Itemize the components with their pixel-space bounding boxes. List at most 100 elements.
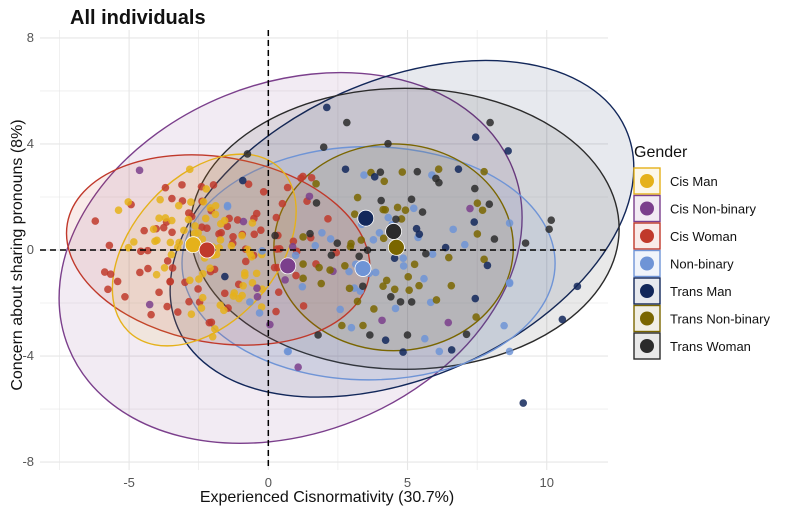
point xyxy=(163,302,171,311)
point xyxy=(252,209,261,218)
point xyxy=(420,334,429,343)
point xyxy=(136,268,144,277)
point xyxy=(291,251,300,260)
point xyxy=(485,200,494,209)
point xyxy=(399,348,407,356)
point xyxy=(223,201,232,210)
point xyxy=(519,399,528,407)
point xyxy=(379,205,387,214)
point xyxy=(239,217,248,226)
point xyxy=(379,234,388,243)
point xyxy=(258,247,266,255)
point xyxy=(220,306,228,315)
point xyxy=(152,270,161,279)
point xyxy=(184,215,193,224)
confidence-ellipses xyxy=(58,59,635,445)
point xyxy=(397,215,406,223)
point xyxy=(211,210,220,219)
point xyxy=(167,250,176,259)
point xyxy=(194,285,202,293)
y-tick-label: 4 xyxy=(27,136,34,151)
point xyxy=(202,185,211,193)
centroid-cis-woman xyxy=(198,241,216,259)
point xyxy=(505,347,514,356)
point xyxy=(422,249,430,258)
point xyxy=(473,230,482,238)
point xyxy=(292,271,300,280)
legend-label: Trans Non-binary xyxy=(670,312,770,327)
point xyxy=(377,196,385,205)
x-tick-label: 0 xyxy=(265,475,272,490)
point xyxy=(155,288,163,297)
point xyxy=(272,213,281,222)
legend-marker xyxy=(640,339,654,353)
point xyxy=(375,228,384,237)
point xyxy=(238,231,246,240)
point xyxy=(104,285,112,294)
point xyxy=(223,222,232,231)
point xyxy=(376,168,385,176)
point xyxy=(341,165,350,174)
point xyxy=(114,206,123,215)
point xyxy=(299,274,307,283)
point xyxy=(163,257,172,265)
point xyxy=(240,269,249,277)
point xyxy=(449,225,457,234)
point xyxy=(454,165,463,173)
point xyxy=(317,279,326,288)
point xyxy=(318,228,326,237)
point xyxy=(239,281,247,290)
reference-lines xyxy=(40,30,608,470)
point xyxy=(447,281,456,290)
point xyxy=(247,253,256,261)
point xyxy=(199,269,207,278)
point xyxy=(521,239,530,247)
point xyxy=(371,268,380,277)
point xyxy=(338,321,346,330)
point xyxy=(174,308,182,316)
point xyxy=(327,251,336,259)
point xyxy=(324,215,332,223)
point xyxy=(483,261,492,270)
point xyxy=(253,284,261,293)
point xyxy=(504,147,512,155)
point xyxy=(299,172,307,181)
point xyxy=(381,336,390,344)
point xyxy=(409,204,418,213)
point xyxy=(357,236,366,244)
point xyxy=(382,276,391,285)
point xyxy=(243,245,252,254)
point xyxy=(230,289,239,297)
chart-title: All individuals xyxy=(70,7,206,29)
point xyxy=(243,150,252,158)
point xyxy=(315,263,323,272)
point xyxy=(471,184,479,193)
point xyxy=(137,247,145,256)
point xyxy=(355,252,363,261)
point xyxy=(322,103,331,112)
centroid-trans-man xyxy=(357,209,375,227)
point xyxy=(444,253,453,262)
point xyxy=(478,206,487,215)
point xyxy=(407,298,416,306)
point xyxy=(347,323,356,332)
point xyxy=(197,304,206,312)
point xyxy=(91,217,100,225)
point xyxy=(294,363,302,371)
point xyxy=(401,206,410,214)
point xyxy=(167,216,176,225)
point xyxy=(490,235,499,243)
point xyxy=(480,255,488,264)
point xyxy=(121,293,129,301)
point xyxy=(238,176,247,185)
point xyxy=(156,195,164,204)
point xyxy=(573,282,582,291)
point xyxy=(410,260,419,269)
point xyxy=(105,241,114,250)
x-axis-title: Experienced Cisnormativity (30.7%) xyxy=(200,489,454,506)
point xyxy=(306,229,314,238)
point xyxy=(407,195,416,204)
legend-label: Cis Man xyxy=(670,174,718,189)
point xyxy=(312,199,321,207)
point xyxy=(471,133,480,142)
